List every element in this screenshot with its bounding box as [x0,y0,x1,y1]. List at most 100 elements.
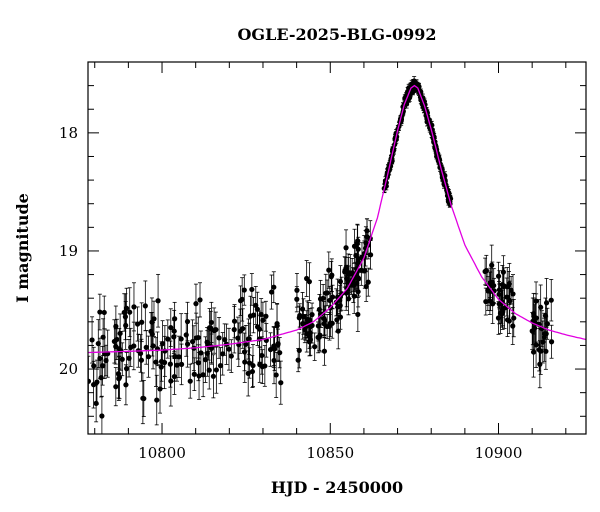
data-point [312,344,318,350]
data-point [355,256,361,262]
data-point [548,297,554,303]
data-point [337,278,344,285]
data-point [254,324,261,330]
data-point [337,302,343,309]
data-point [184,341,191,347]
data-point [128,344,134,350]
data-point [263,313,269,319]
data-point [537,361,543,367]
model-curve-group [88,84,586,354]
data-point [272,346,278,352]
data-point [487,280,493,286]
data-point [155,298,161,304]
data-point [168,378,174,384]
data-point [193,335,199,341]
data-point [323,290,329,296]
data-point [305,317,312,323]
data-point [328,274,334,280]
data-point [500,307,506,313]
data-point [121,309,127,316]
data-point [176,354,182,360]
data-point [220,351,226,357]
data-point [274,321,280,327]
y-tick-label: 19 [59,242,78,260]
data-point [355,311,361,318]
x-axis-label: HJD - 2450000 [271,478,403,497]
data-point [228,353,234,359]
data-point [250,312,257,318]
data-point [138,357,145,363]
data-point [139,319,145,325]
data-point [119,356,125,362]
data-point [508,287,514,293]
data-point [141,395,147,402]
data-point [165,336,171,342]
data-point [258,311,264,318]
data-point [496,287,503,293]
data-point [101,309,107,316]
data-point [511,315,517,321]
data-point [150,343,156,349]
x-tick-label: 10850 [306,444,354,462]
data-point [483,267,489,274]
data-point [211,327,217,334]
data-point [365,279,371,285]
data-point [543,348,549,354]
data-point [489,262,495,268]
data-point [237,328,243,334]
data-point [531,313,537,319]
data-point [148,328,154,335]
data-point [483,298,489,305]
data-point [257,362,263,368]
data-point [88,378,92,384]
data-point [273,372,279,378]
data-point [97,309,103,315]
data-point [504,294,510,300]
data-point [171,373,178,380]
data-point [159,340,166,347]
data-point [174,362,180,368]
data-point [241,287,247,293]
data-point [168,324,174,331]
data-point [538,304,544,310]
model-curve [88,84,586,354]
data-point [260,317,266,323]
data-point [268,289,275,295]
data-point [500,269,506,275]
data-point [134,321,141,327]
data-point [231,327,237,333]
data-point [343,265,349,271]
data-point [171,334,177,340]
data-point [510,323,516,329]
data-point [309,312,315,318]
data-point [416,84,422,90]
data-point [335,328,341,334]
data-point [123,366,130,372]
data-point [540,339,546,345]
data-point [118,348,124,354]
data-point [499,281,505,288]
data-point [358,267,364,273]
data-point [89,337,95,343]
data-point [306,339,313,345]
y-tick-label: 18 [59,124,78,142]
data-point [548,339,555,345]
data-point [127,309,133,315]
data-point [495,273,502,279]
data-point [294,287,300,293]
data-point [117,330,123,337]
data-point [195,360,201,366]
data-point [245,370,251,377]
data-point [167,361,173,367]
data-point [544,321,550,327]
data-point [411,80,417,86]
data-point [300,313,307,320]
y-axis-label: I magnitude [13,193,32,303]
data-point [99,363,106,369]
data-point [157,386,163,392]
data-point [318,311,324,317]
data-point [262,363,268,369]
data-point [506,282,512,288]
data-point [210,373,216,379]
